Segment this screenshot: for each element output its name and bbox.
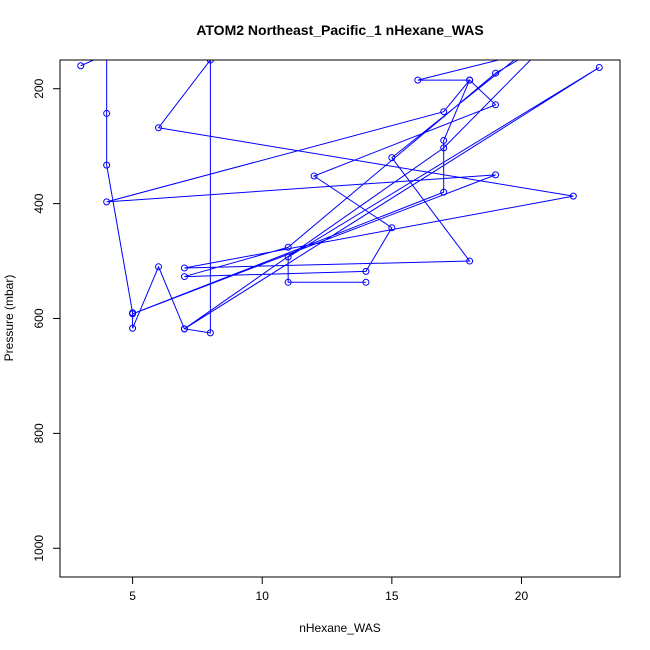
data-point [155, 263, 163, 271]
plot-area [77, 60, 603, 337]
x-tick-label: 5 [129, 589, 136, 603]
data-point [440, 136, 448, 144]
data-point [569, 192, 577, 200]
data-point [180, 325, 188, 333]
y-tick-label: 600 [32, 308, 46, 328]
data-point [129, 310, 137, 318]
y-tick-label: 1000 [32, 535, 46, 562]
data-point [362, 267, 370, 275]
y-tick-label: 800 [32, 423, 46, 443]
data-point [77, 62, 85, 70]
data-point [388, 224, 396, 232]
y-tick-label: 200 [32, 78, 46, 98]
chart-title: ATOM2 Northeast_Pacific_1 nHexane_WAS [196, 22, 483, 38]
x-tick-label: 10 [256, 589, 270, 603]
data-point [284, 278, 292, 286]
y-tick-label: 400 [32, 193, 46, 213]
data-point [440, 144, 448, 152]
data-point [206, 329, 214, 337]
data-point [206, 60, 214, 64]
data-point [155, 124, 163, 132]
data-point [103, 109, 111, 117]
data-point [103, 161, 111, 169]
data-point [595, 63, 603, 71]
data-point [466, 257, 474, 265]
data-point [440, 108, 448, 116]
data-point [284, 253, 292, 261]
y-axis-label: Pressure (mbar) [2, 275, 16, 362]
data-point [492, 101, 500, 109]
series-line [80, 60, 600, 334]
data-point [414, 76, 422, 84]
data-point [492, 69, 500, 77]
series-points [77, 60, 603, 337]
data-point [440, 188, 448, 196]
data-point [310, 172, 318, 180]
data-point [466, 76, 474, 84]
data-point [129, 324, 137, 332]
data-point [180, 264, 188, 272]
data-point [180, 273, 188, 281]
data-point [362, 278, 370, 286]
series-polyline [80, 60, 600, 334]
x-tick-label: 20 [515, 589, 529, 603]
data-point [284, 243, 292, 251]
data-point [388, 154, 396, 162]
plot-frame [59, 59, 621, 578]
data-point [103, 198, 111, 206]
data-point [492, 171, 500, 179]
x-axis-label: nHexane_WAS [299, 621, 381, 635]
x-tick-label: 15 [385, 589, 399, 603]
